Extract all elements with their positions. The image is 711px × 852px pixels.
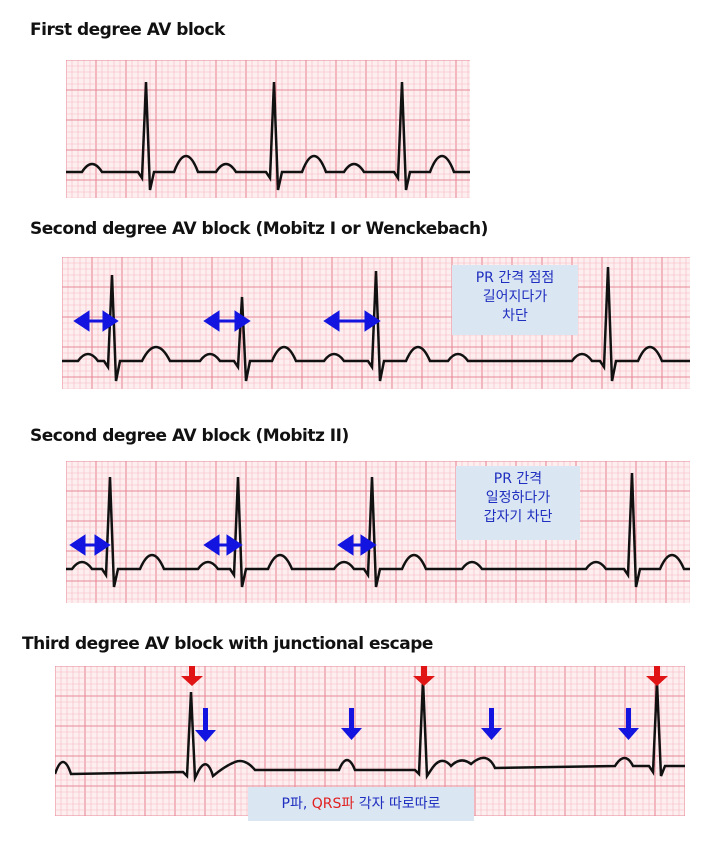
mobitz-2-note: PR 간격 일정하다가 갑자기 차단 [456,466,580,540]
pr-interval-arrow [323,310,381,332]
pr-interval-arrow [203,310,251,332]
ecg-grid [66,461,690,603]
panel-4-title: Third degree AV block with junctional es… [22,634,433,654]
panel-2-title: Second degree AV block (Mobitz I or Wenc… [30,219,488,239]
ecg-trace [66,81,470,191]
qrs-arrow [181,666,203,686]
mobitz-1-note: PR 간격 점점 길어지다가 차단 [452,265,578,335]
ecg-strip-mobitz-1 [62,257,690,389]
pr-interval-arrow [337,534,377,556]
pr-interval-arrow [73,310,119,332]
panel-1-title: First degree AV block [30,20,225,40]
pr-interval-arrow [203,534,243,556]
qrs-arrow [413,666,435,686]
pr-interval-arrow [69,534,111,556]
qrs-arrow [646,666,668,686]
ecg-trace [62,266,690,382]
ecg-strip-first-degree [66,60,470,198]
ecg-trace [66,472,690,588]
p-wave-arrow [195,708,216,742]
p-wave-arrow [481,708,502,740]
ecg-strip-mobitz-2 [66,461,690,603]
p-wave-arrow [618,708,639,740]
p-wave-arrow [341,708,362,740]
panel-3-title: Second degree AV block (Mobitz II) [30,426,349,446]
ecg-trace [55,679,685,783]
third-degree-note: P파, QRS파 각자 따로따로 [248,787,474,821]
